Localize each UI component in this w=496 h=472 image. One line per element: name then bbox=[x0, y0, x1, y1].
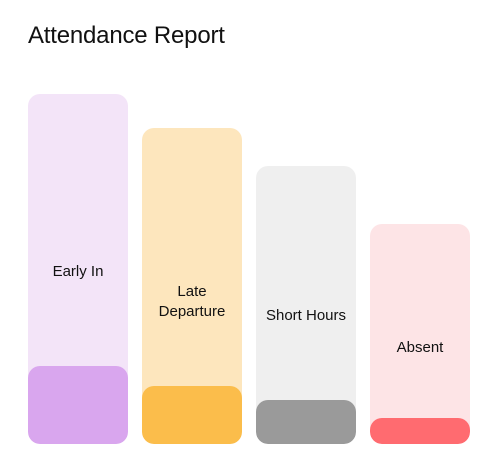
attendance-column-short-hours[interactable]: Short Hours bbox=[256, 166, 356, 444]
column-fill-early-in bbox=[28, 366, 128, 444]
attendance-column-absent[interactable]: Absent bbox=[370, 224, 470, 444]
column-fill-absent bbox=[370, 418, 470, 444]
column-label-late-departure: Late Departure bbox=[158, 283, 226, 320]
attendance-column-late-departure[interactable]: Late Departure bbox=[142, 128, 242, 444]
attendance-column-early-in[interactable]: Early In bbox=[28, 94, 128, 444]
column-label-short-hours: Short Hours bbox=[265, 307, 347, 324]
column-fill-late-departure bbox=[142, 386, 242, 444]
column-label-early-in: Early In bbox=[52, 263, 104, 280]
column-fill-short-hours bbox=[256, 400, 356, 444]
report-title: Attendance Report bbox=[28, 22, 225, 49]
column-label-absent: Absent bbox=[396, 339, 444, 356]
